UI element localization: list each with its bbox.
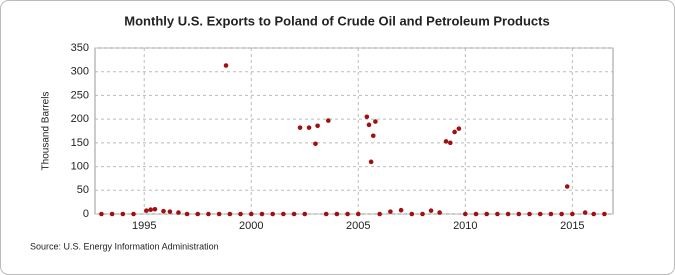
- data-point: [259, 211, 265, 217]
- data-point: [582, 210, 588, 215]
- data-point: [398, 207, 404, 213]
- data-point: [99, 211, 104, 217]
- y-tick-label: 200: [71, 113, 89, 125]
- data-point: [463, 211, 468, 217]
- data-point: [420, 211, 425, 217]
- data-point: [345, 211, 350, 217]
- data-point: [443, 139, 449, 144]
- data-point: [564, 184, 570, 189]
- data-point: [373, 119, 378, 124]
- y-tick-label: 0: [83, 208, 89, 220]
- data-point: [537, 211, 543, 217]
- data-point: [495, 211, 500, 217]
- x-tick-label: 2015: [560, 220, 584, 232]
- data-point: [452, 129, 457, 135]
- data-point: [377, 211, 382, 217]
- y-tick-label: 100: [71, 160, 89, 172]
- data-point: [216, 211, 222, 217]
- data-point: [559, 211, 564, 217]
- y-tick-label: 150: [71, 137, 89, 149]
- data-point: [355, 211, 361, 217]
- data-point: [148, 207, 153, 213]
- data-point: [370, 133, 376, 139]
- data-point: [144, 208, 149, 213]
- data-point: [334, 211, 340, 217]
- data-point: [131, 211, 136, 217]
- data-point: [591, 211, 597, 217]
- x-tick-label: 1995: [132, 220, 156, 232]
- data-point: [270, 211, 275, 217]
- data-point: [248, 211, 254, 217]
- data-point: [484, 211, 490, 217]
- data-point: [313, 141, 318, 147]
- data-point: [570, 211, 575, 217]
- data-point: [602, 211, 607, 217]
- x-tick-label: 2010: [453, 220, 477, 232]
- data-point: [456, 126, 462, 131]
- data-point: [388, 209, 393, 214]
- data-point: [302, 211, 308, 217]
- y-tick-label: 250: [71, 89, 89, 101]
- x-tick-label: 2000: [239, 220, 263, 232]
- data-point: [161, 208, 166, 214]
- data-point: [473, 211, 479, 217]
- plot-area: [94, 47, 614, 215]
- data-point: [323, 211, 329, 217]
- data-point: [176, 210, 181, 215]
- data-point: [152, 206, 158, 212]
- x-tick-label: 2005: [346, 220, 370, 232]
- y-tick-label: 50: [77, 184, 89, 196]
- y-axis-label: Thousand Barrels: [41, 92, 52, 171]
- data-point: [167, 209, 173, 214]
- data-point: [297, 125, 303, 130]
- chart-title: Monthly U.S. Exports to Poland of Crude …: [124, 13, 549, 28]
- data-point: [516, 211, 522, 217]
- data-point: [428, 208, 434, 213]
- data-point: [291, 211, 297, 217]
- data-point: [120, 211, 126, 217]
- data-point: [184, 211, 190, 217]
- data-point: [281, 211, 286, 217]
- data-point: [437, 210, 442, 215]
- data-point: [109, 211, 115, 217]
- data-point: [366, 122, 372, 128]
- data-point: [527, 211, 532, 217]
- data-point: [364, 114, 370, 120]
- source-note: Source: U.S. Energy Information Administ…: [30, 241, 219, 251]
- y-tick-label: 350: [71, 42, 89, 54]
- data-point: [368, 159, 374, 165]
- data-point: [227, 211, 233, 217]
- data-point: [238, 211, 243, 217]
- data-point: [448, 140, 453, 146]
- data-point: [409, 211, 415, 217]
- data-point: [326, 118, 331, 123]
- data-point: [505, 211, 511, 217]
- data-point: [223, 63, 229, 68]
- data-point: [306, 125, 312, 130]
- data-point: [548, 211, 554, 217]
- data-point: [195, 211, 201, 217]
- data-point: [315, 123, 320, 129]
- data-point: [206, 211, 211, 217]
- y-tick-label: 300: [71, 66, 89, 78]
